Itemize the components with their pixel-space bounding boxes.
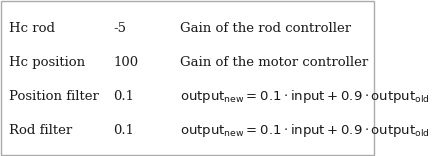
Text: 100: 100 [113, 56, 138, 69]
Text: Position filter: Position filter [9, 90, 99, 103]
Text: Hc rod: Hc rod [9, 22, 55, 35]
Text: -5: -5 [113, 22, 126, 35]
FancyBboxPatch shape [1, 1, 375, 155]
Text: 0.1: 0.1 [113, 124, 134, 137]
Text: Hc position: Hc position [9, 56, 85, 69]
Text: Gain of the rod controller: Gain of the rod controller [181, 22, 351, 35]
Text: Gain of the motor controller: Gain of the motor controller [181, 56, 369, 69]
Text: $\mathrm{output_{new} = 0.1 \cdot input + 0.9 \cdot output_{old}}$: $\mathrm{output_{new} = 0.1 \cdot input … [181, 122, 430, 139]
Text: 0.1: 0.1 [113, 90, 134, 103]
Text: Rod filter: Rod filter [9, 124, 72, 137]
Text: $\mathrm{output_{new} = 0.1 \cdot input + 0.9 \cdot output_{old}}$: $\mathrm{output_{new} = 0.1 \cdot input … [181, 88, 430, 105]
